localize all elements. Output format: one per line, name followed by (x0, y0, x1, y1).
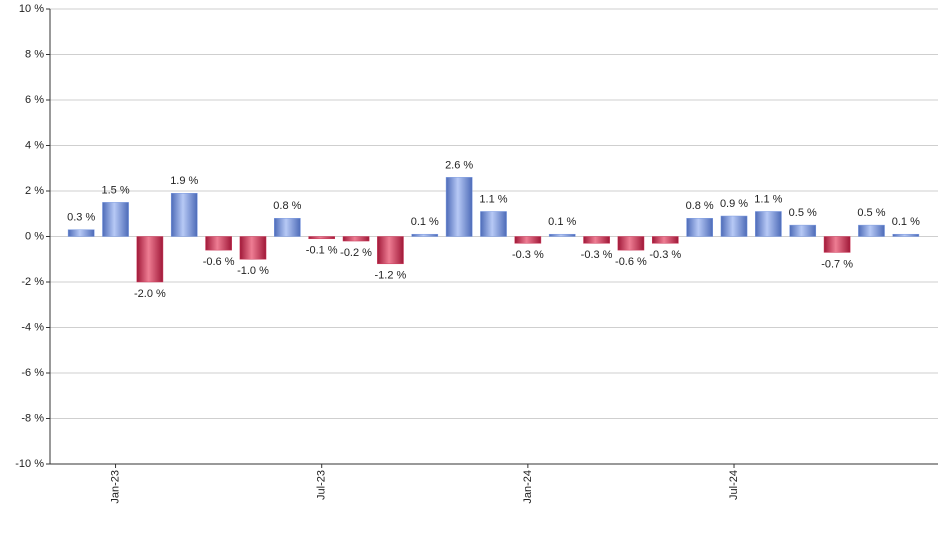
x-tick-label: Jul-24 (728, 470, 740, 500)
bar (308, 236, 336, 240)
value-label: 1.9 % (170, 175, 198, 187)
bar (548, 233, 576, 237)
bar (651, 236, 679, 244)
bar (170, 193, 198, 237)
y-tick-label: 2 % (25, 185, 44, 197)
bar (445, 177, 473, 237)
value-label: -0.1 % (306, 245, 338, 257)
bar (823, 236, 851, 253)
value-label: 0.9 % (720, 198, 748, 210)
value-label: 0.3 % (67, 212, 95, 224)
bar (67, 229, 95, 237)
value-label: 0.5 % (857, 207, 885, 219)
bar (755, 211, 782, 237)
value-label: -0.3 % (649, 249, 681, 261)
bar (136, 236, 164, 283)
y-tick-label: 4 % (25, 139, 44, 151)
bar (239, 236, 267, 260)
y-tick-label: -4 % (21, 321, 44, 333)
value-label: -0.3 % (581, 249, 613, 261)
x-tick-label: Jul-23 (316, 470, 328, 500)
x-tick-label: Jan-24 (522, 470, 534, 504)
y-tick-label: -10 % (15, 458, 44, 470)
bar (686, 218, 713, 237)
value-label: -0.3 % (512, 249, 544, 261)
bar (583, 236, 610, 244)
y-tick-label: 8 % (25, 48, 44, 60)
value-label: 2.6 % (445, 159, 473, 171)
y-tick-label: -2 % (21, 276, 44, 288)
bar (102, 202, 129, 237)
value-label: 0.1 % (548, 216, 576, 228)
value-label: 0.1 % (411, 216, 439, 228)
bar (274, 218, 301, 237)
y-tick-label: -6 % (21, 367, 44, 379)
x-tick-label: Jan-23 (109, 470, 121, 504)
value-label: -0.6 % (615, 256, 647, 268)
value-label: 0.5 % (789, 207, 817, 219)
y-tick-label: 6 % (25, 94, 44, 106)
bar (858, 224, 885, 237)
bar (720, 215, 748, 237)
value-label: -1.2 % (375, 270, 407, 282)
bar (514, 236, 542, 244)
y-tick-label: -8 % (21, 412, 44, 424)
bar (480, 211, 507, 237)
value-label: -0.7 % (821, 258, 853, 270)
bar (411, 233, 439, 237)
value-label: 1.1 % (754, 193, 782, 205)
bar (377, 236, 404, 265)
value-label: 1.1 % (479, 193, 507, 205)
value-label: -1.0 % (237, 265, 269, 277)
bar (789, 224, 817, 237)
value-label: -0.2 % (340, 247, 372, 259)
value-label: -0.6 % (203, 256, 235, 268)
value-label: 1.5 % (101, 184, 129, 196)
y-tick-label: 0 % (25, 230, 44, 242)
bar (892, 233, 920, 237)
value-label: 0.1 % (892, 216, 920, 228)
bar (342, 236, 370, 242)
bar (205, 236, 232, 251)
value-label: -2.0 % (134, 288, 166, 300)
value-label: 0.8 % (686, 200, 714, 212)
value-label: 0.8 % (273, 200, 301, 212)
y-tick-label: 10 % (19, 3, 44, 15)
bar (617, 236, 645, 251)
